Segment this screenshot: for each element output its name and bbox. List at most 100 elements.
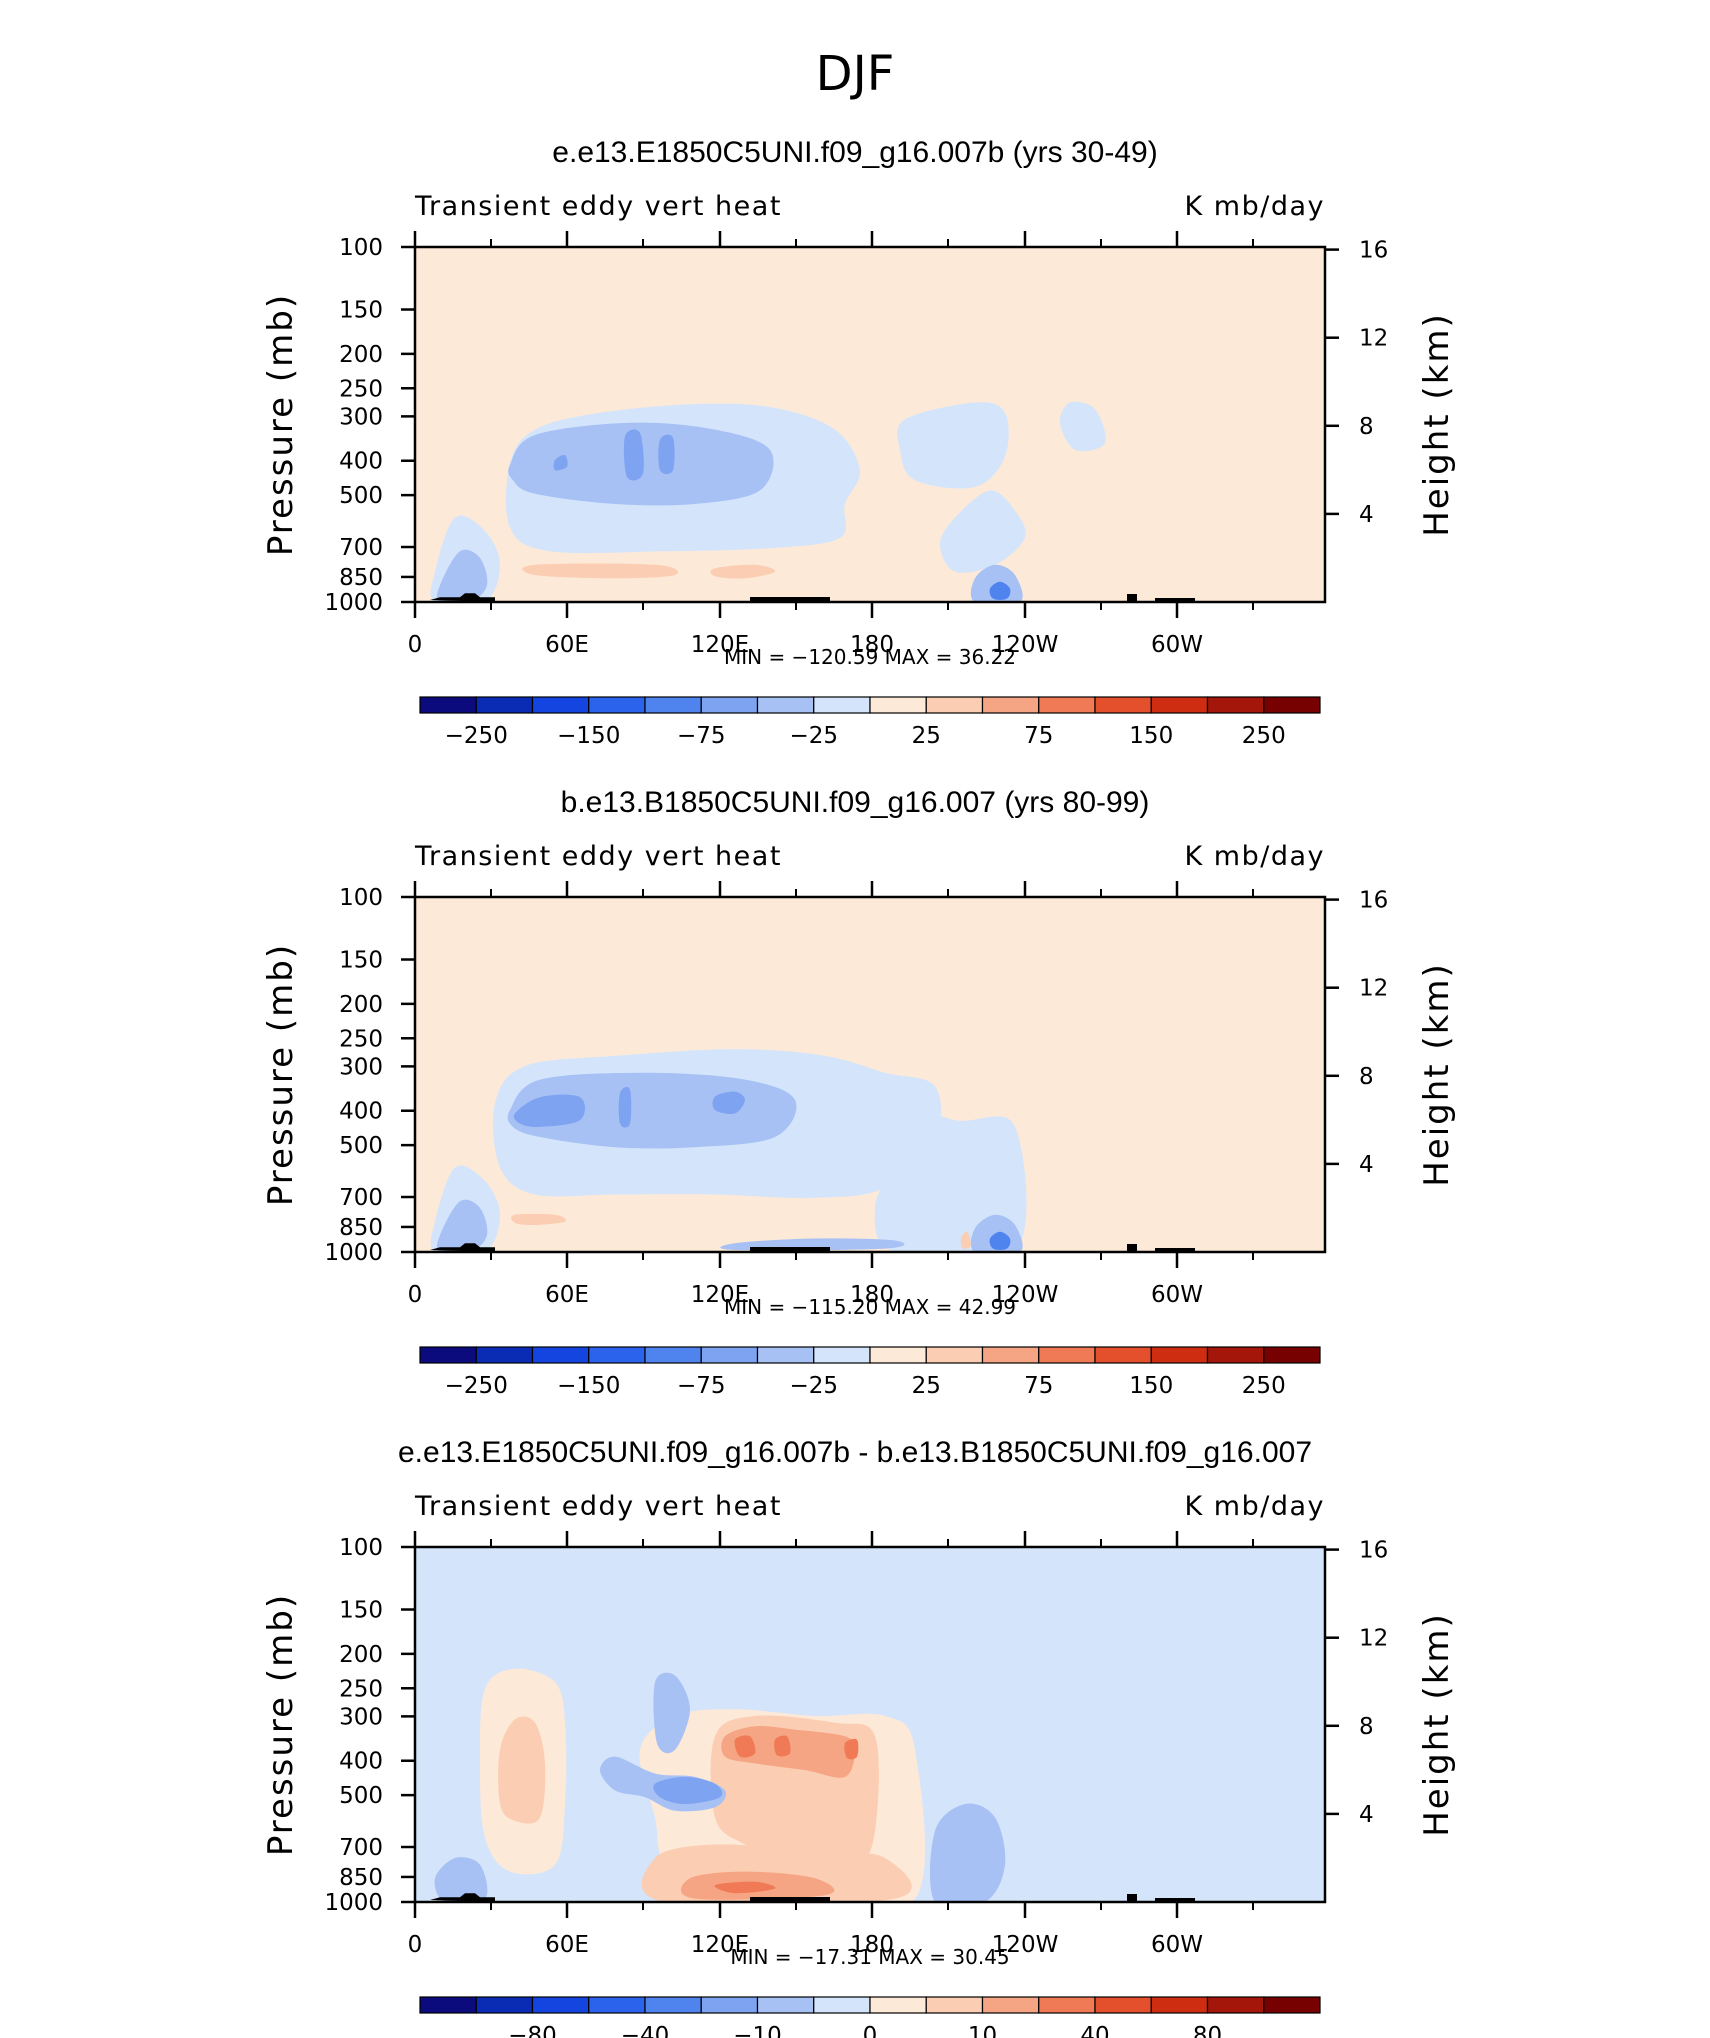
x-tick-label: 180 xyxy=(850,1932,894,1958)
colorbar-box xyxy=(1206,1996,1265,2014)
contour-region-3 xyxy=(553,455,568,471)
contour-field xyxy=(415,1547,1325,1902)
colorbar-box xyxy=(1150,1346,1209,1364)
colorbar-box xyxy=(588,1996,646,2014)
colorbar-label: 80 xyxy=(1193,2023,1222,2038)
colorbar-box xyxy=(1094,1346,1152,1364)
colorbar-box xyxy=(981,1346,1040,1364)
contour-region-5 xyxy=(658,434,675,475)
y-right-tick-label: 4 xyxy=(1359,502,1374,528)
colorbar-label: −40 xyxy=(621,2023,670,2038)
colorbar-label: 75 xyxy=(1024,723,1053,749)
units-label: K mb/day xyxy=(1185,191,1326,222)
contour-region-10 xyxy=(436,549,488,602)
figure-title: DJF xyxy=(816,46,895,102)
contour-region-2 xyxy=(874,1098,1027,1252)
contour-region-8 xyxy=(940,490,1026,573)
y-tick-label: 200 xyxy=(339,342,383,368)
panel-1: e.e13.E1850C5UNI.f09_g16.007b (yrs 30-49… xyxy=(261,136,1457,749)
y-right-tick-label: 16 xyxy=(1359,238,1388,264)
contour-region-10 xyxy=(989,1231,1011,1250)
y-tick-label: 850 xyxy=(339,1865,383,1891)
x-tick-label: 120E xyxy=(691,1282,749,1308)
topography-strip xyxy=(750,1247,830,1252)
colorbar-box xyxy=(813,696,871,714)
colorbar-box xyxy=(531,696,590,714)
y-right-tick-label: 16 xyxy=(1359,888,1388,914)
colorbar-label: −250 xyxy=(445,1373,508,1399)
colorbar-label: 0 xyxy=(863,2023,878,2038)
colorbar-label: 75 xyxy=(1024,1373,1053,1399)
y-tick-label: 400 xyxy=(339,1749,383,1775)
y-right-tick-label: 8 xyxy=(1359,1064,1374,1090)
colorbar-box xyxy=(1094,1996,1152,2014)
colorbar-box xyxy=(475,1996,534,2014)
contour-region-13 xyxy=(522,563,679,579)
y-tick-label: 700 xyxy=(339,1835,383,1861)
y-tick-label: 300 xyxy=(339,1054,383,1080)
colorbar-box xyxy=(981,696,1040,714)
colorbar-box xyxy=(419,1346,477,1364)
y-right-tick-label: 4 xyxy=(1359,1802,1374,1828)
colorbar-box xyxy=(1038,696,1096,714)
plot-frame xyxy=(413,1545,1327,1904)
contour-region-7 xyxy=(1059,401,1106,452)
colorbar-box xyxy=(869,1346,927,1364)
topography xyxy=(430,1243,495,1252)
y-tick-label: 250 xyxy=(339,376,383,402)
y-tick-label: 300 xyxy=(339,404,383,430)
colorbar-box xyxy=(700,696,759,714)
colorbar-label: −25 xyxy=(789,1373,838,1399)
x-tick-label: 120W xyxy=(992,1282,1059,1308)
colorbar-label: −150 xyxy=(557,723,620,749)
y-tick-label: 250 xyxy=(339,1026,383,1052)
colorbar-box xyxy=(756,1996,815,2014)
units-label: K mb/day xyxy=(1185,1491,1326,1522)
x-tick-label: 60E xyxy=(545,1932,589,1958)
colorbar-box xyxy=(981,1996,1040,2014)
y-right-tick-label: 16 xyxy=(1359,1538,1388,1564)
y-tick-label: 1000 xyxy=(324,1240,383,1266)
y-right-tick-label: 12 xyxy=(1359,326,1388,352)
colorbar-box xyxy=(1206,1346,1265,1364)
contour-region-9 xyxy=(734,1735,756,1758)
colorbar-label: 250 xyxy=(1242,1373,1286,1399)
colorbar-box xyxy=(588,696,646,714)
y-tick-label: 150 xyxy=(339,298,383,324)
contour-region-13 xyxy=(960,1231,972,1249)
colorbar-box xyxy=(1206,696,1265,714)
colorbar-box xyxy=(644,696,702,714)
x-tick-label: 60W xyxy=(1151,632,1203,658)
x-tick-label: 60W xyxy=(1151,1282,1203,1308)
x-tick-label: 0 xyxy=(408,632,423,658)
topography-strip xyxy=(750,597,830,602)
y-tick-label: 200 xyxy=(339,1642,383,1668)
colorbar-box xyxy=(644,1346,702,1364)
contour-region-13 xyxy=(653,1776,723,1804)
contour-field xyxy=(415,247,1325,602)
colorbar-box xyxy=(925,696,984,714)
colorbar-box xyxy=(756,696,815,714)
y-tick-label: 400 xyxy=(339,1099,383,1125)
x-tick-label: 60E xyxy=(545,1282,589,1308)
y-tick-label: 850 xyxy=(339,565,383,591)
panel-title: e.e13.E1850C5UNI.f09_g16.007b (yrs 30-49… xyxy=(552,136,1157,169)
panel-title: e.e13.E1850C5UNI.f09_g16.007b - b.e13.B1… xyxy=(398,1436,1312,1469)
colorbar-box xyxy=(1038,1346,1096,1364)
contour-region-14 xyxy=(929,1803,1006,1902)
panel-title: b.e13.B1850C5UNI.f09_g16.007 (yrs 80-99) xyxy=(561,786,1150,819)
contour-region-4 xyxy=(513,1094,586,1128)
contour-region-2 xyxy=(498,1716,546,1824)
colorbar-box xyxy=(419,696,477,714)
x-tick-label: 180 xyxy=(850,1282,894,1308)
y-tick-label: 250 xyxy=(339,1676,383,1702)
min-max-stats: MIN = −115.20 MAX = 42.99 xyxy=(724,1295,1016,1319)
y-tick-label: 500 xyxy=(339,1783,383,1809)
y-tick-label: 100 xyxy=(339,235,383,261)
y-axis-title: Pressure (mb) xyxy=(261,1593,301,1856)
y-tick-label: 500 xyxy=(339,483,383,509)
colorbar-label: 40 xyxy=(1080,2023,1109,2038)
y-tick-label: 150 xyxy=(339,1598,383,1624)
colorbar-box xyxy=(1094,696,1152,714)
x-tick-label: 120W xyxy=(992,1932,1059,1958)
